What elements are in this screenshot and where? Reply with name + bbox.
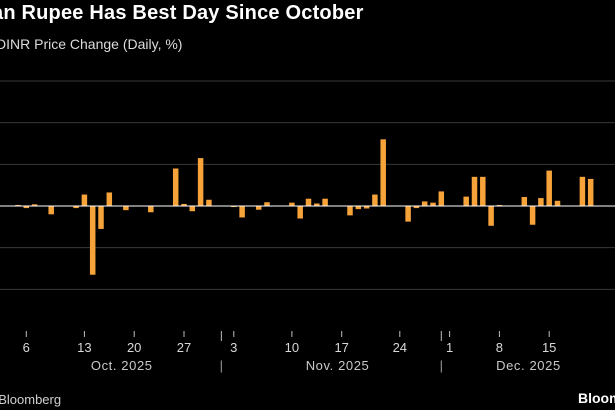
bar [297,206,303,219]
month-separator: | [440,358,443,373]
bar [314,203,320,206]
bar [123,206,129,211]
x-tick-label: 13 [77,340,91,355]
month-label: Oct. 2025 [91,358,153,373]
bar [496,204,503,206]
bar [239,206,245,218]
month-label: Dec. 2025 [496,358,561,373]
bar [48,206,54,215]
bar [197,158,204,206]
bar [23,206,30,209]
x-tick-label: 20 [127,340,141,355]
x-tick-label: 24 [393,340,407,355]
bar [355,206,362,210]
bar [264,202,270,206]
bar [380,139,386,206]
bar [189,206,196,212]
bar [421,201,428,206]
bar [98,206,104,229]
bar [73,206,79,209]
bar [546,170,552,206]
bar [413,206,420,209]
bar [463,196,469,206]
x-tick-label: 8 [496,340,503,355]
brand-logo-text: Bloom [578,390,615,406]
bar [15,204,21,206]
bar [255,206,262,210]
month-separator: | [220,358,223,373]
bar [31,204,38,206]
bar [148,206,154,213]
bar [181,203,187,206]
bar [322,198,328,206]
chart-title: an Rupee Has Best Day Since October [0,2,364,24]
bar [106,192,113,206]
bar [529,206,536,225]
x-tick-label: 1 [446,340,453,355]
bar [480,176,486,206]
bar [438,191,445,206]
x-tick-label: 17 [334,340,348,355]
bar [231,206,237,208]
bar [488,206,494,226]
x-tick-label: 6 [23,340,30,355]
x-tick-label: 15 [542,340,556,355]
bar [579,176,586,206]
bar [172,168,179,206]
bar [289,202,295,206]
bar [471,176,478,206]
bar [347,206,353,216]
bar [554,200,561,206]
x-tick-label: 27 [177,340,191,355]
bar [81,194,88,206]
bar [405,206,411,222]
bar [430,202,436,206]
bar [587,178,594,206]
source-note: : Bloomberg [0,392,62,407]
bar [521,197,528,206]
bar [89,206,96,275]
bar [372,194,378,206]
x-tick-label: 3 [230,340,237,355]
x-tick-label: 10 [285,340,299,355]
bar [538,198,544,206]
bar [305,198,312,206]
chart-subtitle: DINR Price Change (Daily, %) [0,36,183,52]
month-label: Nov. 2025 [306,358,370,373]
bar [363,206,370,209]
bar [206,199,212,206]
